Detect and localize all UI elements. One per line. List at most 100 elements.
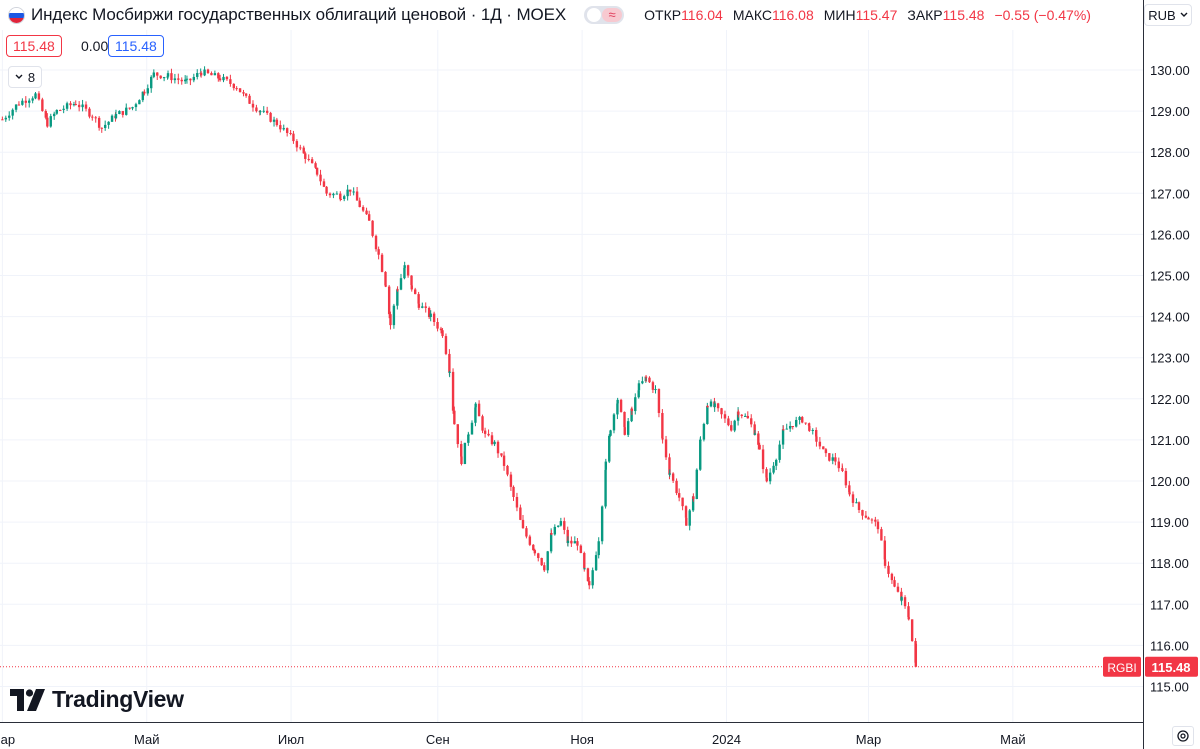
currency-selector[interactable]: RUB bbox=[1144, 4, 1192, 26]
sell-price-button[interactable]: 115.48 bbox=[6, 35, 62, 57]
candle-body bbox=[772, 465, 775, 473]
candle-body bbox=[242, 92, 245, 94]
candle-body bbox=[641, 381, 644, 384]
candle-body bbox=[474, 403, 477, 408]
x-tick-label: 2024 bbox=[712, 732, 741, 747]
axes bbox=[0, 0, 1144, 749]
candle-body bbox=[121, 111, 125, 115]
candle-body bbox=[17, 104, 21, 106]
candle-body bbox=[81, 104, 84, 108]
y-tick-label: 120.00 bbox=[1150, 474, 1190, 489]
candle-body bbox=[392, 305, 396, 326]
candle-body bbox=[229, 79, 232, 84]
candle-body bbox=[546, 551, 549, 571]
candle-body bbox=[910, 619, 914, 641]
candle-body bbox=[189, 78, 192, 81]
candle-body bbox=[709, 401, 713, 407]
candle-body bbox=[100, 127, 103, 129]
change-value: −0.55 (−0.47%) bbox=[994, 7, 1091, 23]
candle-body bbox=[788, 426, 792, 429]
candle-body bbox=[319, 174, 322, 182]
candle-body bbox=[304, 153, 307, 159]
candle-body bbox=[630, 408, 634, 412]
candle-body bbox=[97, 117, 101, 128]
candle-body bbox=[597, 541, 600, 556]
candle-body bbox=[232, 83, 236, 89]
chart-settings-button[interactable] bbox=[1172, 726, 1194, 746]
candle-body bbox=[623, 411, 626, 428]
candle-body bbox=[553, 526, 557, 535]
y-tick-label: 125.00 bbox=[1150, 269, 1190, 284]
candle-body bbox=[887, 565, 890, 574]
candle-body bbox=[537, 553, 540, 559]
candle-body bbox=[808, 425, 811, 431]
y-tick-label: 116.00 bbox=[1150, 638, 1189, 653]
candle-body bbox=[131, 107, 134, 109]
candle-body bbox=[28, 100, 31, 103]
compare-toggle[interactable]: ≈ bbox=[584, 6, 625, 24]
candle-body bbox=[874, 519, 877, 522]
candle-body bbox=[34, 93, 37, 99]
candle-body bbox=[720, 408, 723, 415]
candle-body bbox=[107, 121, 110, 125]
candle-body bbox=[512, 486, 515, 497]
candle-body bbox=[180, 79, 183, 82]
candle-body bbox=[432, 313, 436, 323]
candle-body bbox=[664, 439, 668, 458]
candle-body bbox=[861, 510, 864, 516]
candle-body bbox=[550, 533, 553, 535]
candle-body bbox=[815, 436, 818, 442]
candle-body bbox=[765, 469, 768, 478]
candle-body bbox=[549, 533, 553, 552]
candle-body bbox=[864, 515, 868, 518]
candle-body bbox=[782, 429, 785, 431]
candle-body bbox=[576, 541, 579, 546]
candle-body bbox=[65, 103, 69, 109]
candle-body bbox=[570, 540, 573, 544]
candle-body bbox=[778, 444, 781, 460]
candle-body bbox=[487, 433, 490, 436]
candle-body bbox=[315, 167, 319, 175]
candle-body bbox=[761, 449, 765, 470]
candle-body bbox=[166, 73, 170, 77]
candle-body bbox=[143, 91, 146, 94]
y-tick-label: 115.00 bbox=[1150, 680, 1189, 695]
candle-body bbox=[439, 328, 443, 331]
candle-body bbox=[851, 494, 855, 503]
candle-body bbox=[890, 573, 894, 581]
symbol-badge-label: RGBI bbox=[1107, 661, 1136, 675]
x-tick-label: Мар bbox=[856, 732, 881, 747]
candle-body bbox=[533, 550, 537, 554]
candle-body bbox=[185, 78, 189, 80]
candle-body bbox=[753, 433, 757, 435]
open-value: 116.04 bbox=[681, 7, 723, 23]
candle-body bbox=[159, 75, 162, 79]
candle-body bbox=[152, 72, 156, 77]
candle-body bbox=[94, 117, 97, 119]
candle-body bbox=[880, 529, 883, 541]
candle-body bbox=[566, 540, 570, 544]
x-tick-label: Мар bbox=[0, 732, 15, 747]
candle-body bbox=[217, 73, 220, 79]
candle-body bbox=[648, 377, 651, 383]
close-label: ЗАКР bbox=[907, 7, 943, 23]
indicators-collapse-button[interactable]: 8 bbox=[8, 66, 42, 88]
candle-body bbox=[671, 473, 675, 481]
x-tick-label: Сен bbox=[426, 732, 450, 747]
chevron-down-icon bbox=[1180, 12, 1188, 17]
russia-flag-icon bbox=[8, 6, 25, 24]
candle-body bbox=[413, 289, 417, 295]
symbol-title[interactable]: Индекс Мосбиржи государственных облигаци… bbox=[31, 5, 567, 24]
candle-body bbox=[235, 88, 238, 90]
candle-body bbox=[515, 496, 519, 508]
candle-body bbox=[128, 107, 131, 109]
candle-body bbox=[543, 565, 546, 571]
candle-body bbox=[222, 76, 225, 81]
candle-body bbox=[302, 147, 305, 154]
candle-body bbox=[225, 76, 229, 80]
candle-body bbox=[213, 73, 217, 76]
buy-price-button[interactable]: 115.48 bbox=[108, 35, 164, 57]
candle-body bbox=[837, 461, 840, 469]
tradingview-logo[interactable]: TradingView bbox=[10, 686, 184, 713]
